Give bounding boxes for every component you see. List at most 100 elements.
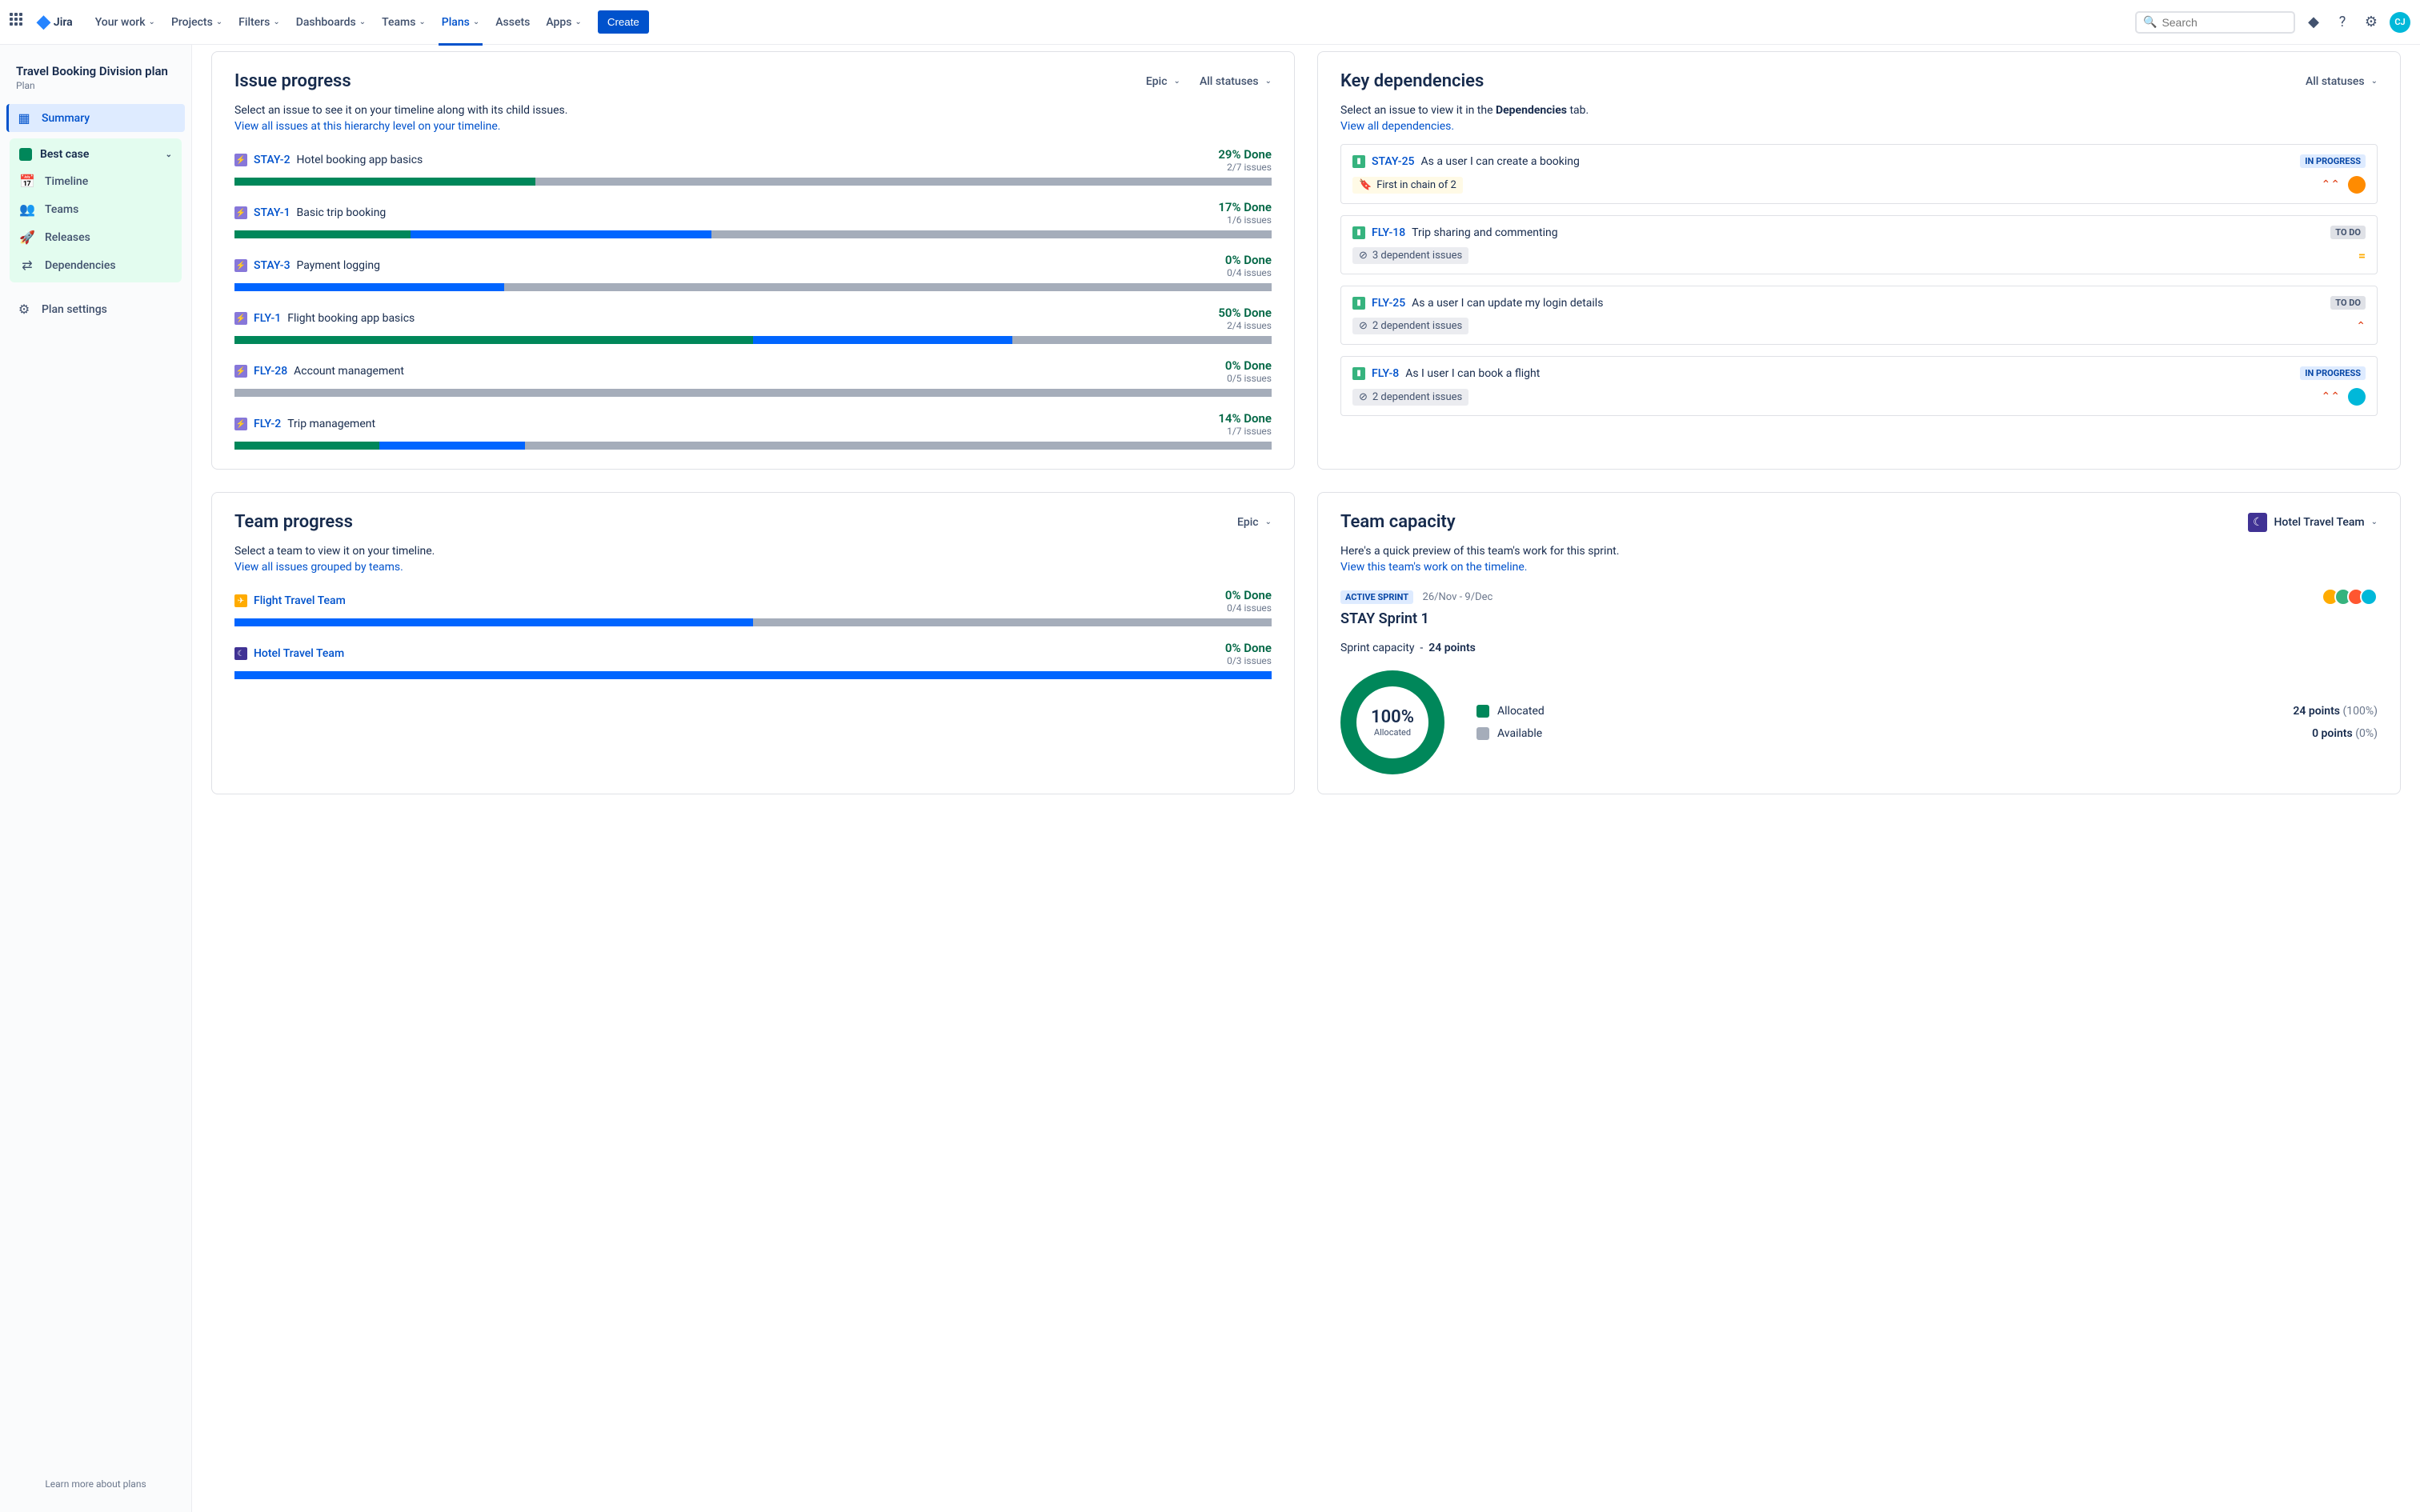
search-box[interactable]: 🔍	[2135, 11, 2295, 34]
status-filter[interactable]: All statuses⌄	[2306, 75, 2378, 88]
card-description: Select a team to view it on your timelin…	[234, 545, 1272, 558]
team-avatars	[2326, 588, 2378, 606]
notifications-icon[interactable]: ◆	[2303, 12, 2324, 33]
member-avatar	[2360, 588, 2378, 606]
chevron-down-icon: ⌄	[473, 18, 479, 26]
issue-key[interactable]: FLY-1	[254, 312, 281, 325]
issue-row[interactable]: ⚡FLY-2Trip management14% Done1/7 issues	[234, 411, 1272, 450]
dependency-card[interactable]: ▮FLY-25As a user I can update my login d…	[1340, 286, 2378, 345]
issue-count: 2/4 issues	[1218, 320, 1272, 331]
issue-title: As a user I can create a booking	[1420, 155, 1579, 168]
settings-icon[interactable]: ⚙	[2361, 12, 2382, 33]
progress-bar	[234, 442, 1272, 450]
chevron-down-icon: ⌄	[359, 18, 366, 26]
sprint-dates: 26/Nov - 9/Dec	[1423, 591, 1493, 603]
nav-items: Your work⌄Projects⌄Filters⌄Dashboards⌄Te…	[89, 11, 588, 34]
issue-row[interactable]: ⚡STAY-2Hotel booking app basics29% Done2…	[234, 147, 1272, 186]
dependency-card[interactable]: ▮FLY-8As I user I can book a flightIN PR…	[1340, 356, 2378, 416]
status-filter[interactable]: All statuses⌄	[1200, 75, 1272, 88]
card-description: Select an issue to see it on your timeli…	[234, 104, 1272, 117]
issue-key[interactable]: FLY-8	[1372, 367, 1399, 380]
view-timeline-link[interactable]: View this team's work on the timeline.	[1340, 561, 2378, 574]
epic-icon: ⚡	[234, 259, 247, 272]
nav-item-projects[interactable]: Projects⌄	[165, 11, 229, 34]
legend-row: Allocated24 points (100%)	[1476, 700, 2378, 722]
issue-key[interactable]: FLY-28	[254, 365, 287, 378]
view-all-link[interactable]: View all dependencies.	[1340, 120, 2378, 133]
issue-key[interactable]: STAY-3	[254, 259, 290, 272]
sidebar-item-timeline[interactable]: 📅Timeline	[10, 167, 182, 195]
issue-key[interactable]: STAY-25	[1372, 155, 1414, 168]
nav-item-assets[interactable]: Assets	[489, 11, 536, 34]
team-name[interactable]: Hotel Travel Team	[254, 647, 344, 660]
help-icon[interactable]: ?	[2332, 12, 2353, 33]
chevron-down-icon: ⌄	[1265, 518, 1272, 526]
issue-title: Hotel booking app basics	[297, 154, 423, 166]
issue-title: Trip sharing and commenting	[1412, 226, 1557, 239]
team-icon: ☾	[2248, 513, 2267, 532]
hierarchy-filter[interactable]: Epic⌄	[1237, 516, 1272, 529]
view-all-link[interactable]: View all issues grouped by teams.	[234, 561, 1272, 574]
dependency-card[interactable]: ▮FLY-18Trip sharing and commentingTO DO⊘…	[1340, 215, 2378, 274]
team-row[interactable]: ✈Flight Travel Team0% Done0/4 issues	[234, 588, 1272, 626]
nav-item-apps[interactable]: Apps⌄	[539, 11, 588, 34]
team-icon: ✈	[234, 594, 247, 607]
percent-done: 0% Done	[1225, 588, 1272, 602]
priority-highest-icon: ⌃⌃	[2322, 390, 2340, 403]
progress-bar	[234, 671, 1272, 679]
nav-item-your-work[interactable]: Your work⌄	[89, 11, 162, 34]
nav-item-plans[interactable]: Plans⌄	[435, 11, 486, 34]
view-all-link[interactable]: View all issues at this hierarchy level …	[234, 120, 1272, 133]
chevron-down-icon: ⌄	[2371, 77, 2378, 86]
card-title: Key dependencies	[1340, 71, 1484, 91]
chevron-down-icon: ⌄	[1265, 77, 1272, 86]
team-name[interactable]: Flight Travel Team	[254, 594, 346, 607]
sidebar-item-settings[interactable]: ⚙ Plan settings	[6, 295, 185, 323]
dependencies-card: Key dependencies All statuses⌄ Select an…	[1317, 51, 2401, 470]
legend-percent: (100%)	[2342, 705, 2378, 718]
sidebar-footer-link[interactable]: Learn more about plans	[6, 1469, 185, 1499]
summary-icon: ▦	[16, 110, 32, 126]
scenario-name: Best case	[40, 148, 89, 161]
sidebar-item-summary[interactable]: ▦ Summary	[6, 104, 185, 132]
percent-done: 0% Done	[1225, 358, 1272, 373]
dependency-badge: ⊘2 dependent issues	[1352, 389, 1468, 406]
priority-highest-icon: ⌃⌃	[2322, 178, 2340, 191]
issue-count: 1/6 issues	[1218, 214, 1272, 226]
chevron-down-icon: ⌄	[2371, 518, 2378, 526]
user-avatar[interactable]: CJ	[2390, 12, 2410, 33]
issue-key[interactable]: FLY-2	[254, 418, 281, 430]
nav-item-teams[interactable]: Teams⌄	[375, 11, 432, 34]
issue-row[interactable]: ⚡FLY-1Flight booking app basics50% Done2…	[234, 306, 1272, 344]
sidebar-item-teams[interactable]: 👥Teams	[10, 195, 182, 223]
top-nav: ◆ Jira Your work⌄Projects⌄Filters⌄Dashbo…	[0, 0, 2420, 45]
issue-key[interactable]: STAY-2	[254, 154, 290, 166]
sidebar: Travel Booking Division plan Plan ▦ Summ…	[0, 45, 192, 1512]
scenario-selector[interactable]: Best case ⌄	[10, 142, 182, 167]
legend-value: 24 points	[2293, 705, 2340, 718]
issue-key[interactable]: STAY-1	[254, 206, 290, 219]
epic-icon: ⚡	[234, 154, 247, 166]
hierarchy-filter[interactable]: Epic⌄	[1146, 75, 1180, 88]
team-selector[interactable]: ☾ Hotel Travel Team ⌄	[2248, 513, 2378, 532]
sidebar-item-releases[interactable]: 🚀Releases	[10, 223, 182, 251]
gear-icon: ⚙	[16, 302, 32, 317]
jira-logo[interactable]: ◆ Jira	[37, 12, 73, 32]
card-description: Here's a quick preview of this team's wo…	[1340, 545, 2378, 558]
dependency-card[interactable]: ▮STAY-25As a user I can create a booking…	[1340, 144, 2378, 204]
issue-row[interactable]: ⚡STAY-1Basic trip booking17% Done1/6 iss…	[234, 200, 1272, 238]
issue-key[interactable]: FLY-18	[1372, 226, 1405, 239]
app-switcher-icon[interactable]	[10, 13, 29, 32]
team-row[interactable]: ☾Hotel Travel Team0% Done0/3 issues	[234, 641, 1272, 679]
search-input[interactable]	[2162, 16, 2287, 29]
issue-title: As I user I can book a flight	[1405, 367, 1540, 380]
sidebar-item-dependencies[interactable]: ⇄Dependencies	[10, 251, 182, 279]
create-button[interactable]: Create	[598, 10, 649, 34]
nav-right: 🔍 ◆ ? ⚙ CJ	[2135, 11, 2410, 34]
nav-item-filters[interactable]: Filters⌄	[232, 11, 286, 34]
issue-row[interactable]: ⚡STAY-3Payment logging0% Done0/4 issues	[234, 253, 1272, 291]
issue-key[interactable]: FLY-25	[1372, 297, 1405, 310]
nav-item-dashboards[interactable]: Dashboards⌄	[290, 11, 372, 34]
dependency-badge: ⊘2 dependent issues	[1352, 318, 1468, 334]
issue-row[interactable]: ⚡FLY-28Account management0% Done0/5 issu…	[234, 358, 1272, 397]
